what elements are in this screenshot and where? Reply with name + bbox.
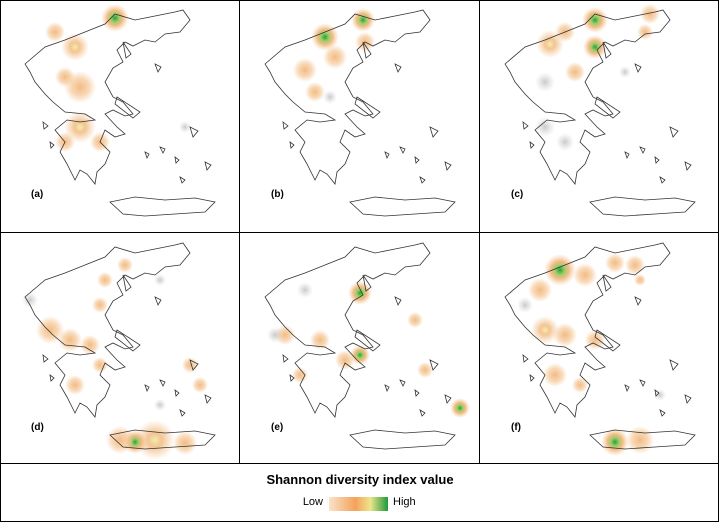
- legend-title: Shannon diversity index value: [266, 472, 453, 487]
- hotspot: [531, 316, 559, 344]
- hotspot: [407, 312, 423, 328]
- hotspot: [565, 62, 585, 82]
- hotspot: [583, 35, 607, 59]
- hotspot: [626, 426, 654, 454]
- map-panel: (d): [22, 242, 216, 460]
- map-panel: (b): [264, 8, 456, 217]
- hotspot: [293, 58, 317, 82]
- hotspot: [305, 82, 325, 102]
- hotspot: [45, 22, 65, 42]
- hotspot: [582, 7, 608, 33]
- hotspot: [292, 367, 308, 383]
- hotspot: [619, 66, 631, 78]
- hotspot: [135, 420, 175, 460]
- hotspot: [267, 327, 283, 343]
- hotspot: [417, 362, 433, 378]
- hotspot: [556, 133, 574, 151]
- hotspot: [335, 350, 355, 370]
- hotspot: [55, 67, 75, 87]
- hotspot: [640, 4, 660, 24]
- hotspot: [634, 274, 646, 286]
- hotspot: [348, 281, 372, 305]
- legend-high: High: [393, 496, 416, 508]
- map-panel: (c): [504, 4, 696, 217]
- map-panel: (a): [24, 4, 216, 217]
- panel-label: (f): [511, 422, 521, 433]
- hotspot: [637, 24, 653, 40]
- hotspot: [297, 282, 313, 298]
- hotspot: [543, 363, 567, 387]
- hotspot: [573, 263, 597, 287]
- hotspot: [117, 257, 133, 273]
- hotspot: [154, 399, 166, 411]
- hotspot: [544, 254, 576, 286]
- hotspot: [553, 323, 577, 347]
- hotspot: [192, 377, 208, 393]
- hotspot: [97, 272, 113, 288]
- legend-low: Low: [303, 496, 323, 508]
- hotspot: [80, 335, 100, 355]
- panel-label: (a): [31, 189, 43, 200]
- hotspot: [351, 8, 375, 32]
- hotspot: [92, 297, 108, 313]
- hotspot: [154, 274, 166, 286]
- panel-label: (e): [271, 422, 283, 433]
- panel-label: (b): [271, 189, 284, 200]
- map-panel: (e): [264, 242, 470, 450]
- hotspot: [101, 4, 129, 32]
- hotspot: [173, 431, 197, 455]
- hotspot: [535, 117, 555, 137]
- hotspot: [585, 330, 605, 350]
- hotspot: [323, 90, 337, 104]
- hotspot: [182, 357, 198, 373]
- panel-label: (d): [31, 422, 44, 433]
- greece-outline: [24, 242, 216, 450]
- hotspot: [605, 253, 625, 273]
- map-panel: (f): [504, 242, 696, 456]
- hotspot: [517, 297, 533, 313]
- hotspot: [36, 316, 64, 344]
- hotspot: [311, 23, 339, 51]
- hotspot: [572, 377, 588, 393]
- hotspot: [323, 45, 347, 69]
- hotspot: [179, 121, 191, 133]
- hotspot: [92, 357, 108, 373]
- hotspot: [450, 398, 470, 418]
- hotspot: [65, 375, 85, 395]
- panel-label: (c): [511, 189, 523, 200]
- hotspot: [61, 33, 89, 61]
- hotspot: [528, 278, 552, 302]
- hotspot: [106, 426, 134, 454]
- hotspot: [310, 330, 330, 350]
- hotspot: [625, 255, 645, 275]
- legend-scale: [329, 497, 388, 511]
- hotspot: [535, 72, 555, 92]
- hotspot: [58, 328, 82, 352]
